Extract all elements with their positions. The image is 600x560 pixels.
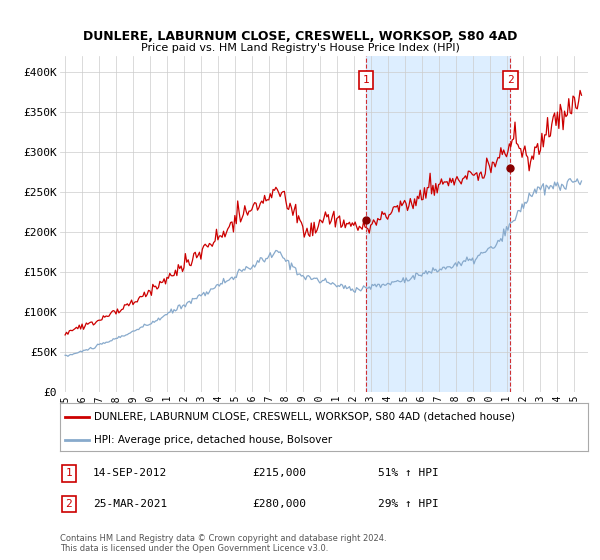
Text: Price paid vs. HM Land Registry's House Price Index (HPI): Price paid vs. HM Land Registry's House … — [140, 43, 460, 53]
Text: Contains HM Land Registry data © Crown copyright and database right 2024.
This d: Contains HM Land Registry data © Crown c… — [60, 534, 386, 553]
Text: 29% ↑ HPI: 29% ↑ HPI — [378, 499, 439, 509]
Text: 25-MAR-2021: 25-MAR-2021 — [93, 499, 167, 509]
Text: HPI: Average price, detached house, Bolsover: HPI: Average price, detached house, Bols… — [94, 435, 332, 445]
Text: 1: 1 — [65, 468, 73, 478]
Text: 14-SEP-2012: 14-SEP-2012 — [93, 468, 167, 478]
Bar — [366, 56, 511, 392]
Text: 2: 2 — [507, 75, 514, 85]
Text: £215,000: £215,000 — [252, 468, 306, 478]
Text: 1: 1 — [362, 75, 369, 85]
Text: DUNLERE, LABURNUM CLOSE, CRESWELL, WORKSOP, S80 4AD (detached house): DUNLERE, LABURNUM CLOSE, CRESWELL, WORKS… — [94, 412, 515, 422]
Text: 51% ↑ HPI: 51% ↑ HPI — [378, 468, 439, 478]
Text: 2: 2 — [65, 499, 73, 509]
Text: £280,000: £280,000 — [252, 499, 306, 509]
Text: DUNLERE, LABURNUM CLOSE, CRESWELL, WORKSOP, S80 4AD: DUNLERE, LABURNUM CLOSE, CRESWELL, WORKS… — [83, 30, 517, 43]
